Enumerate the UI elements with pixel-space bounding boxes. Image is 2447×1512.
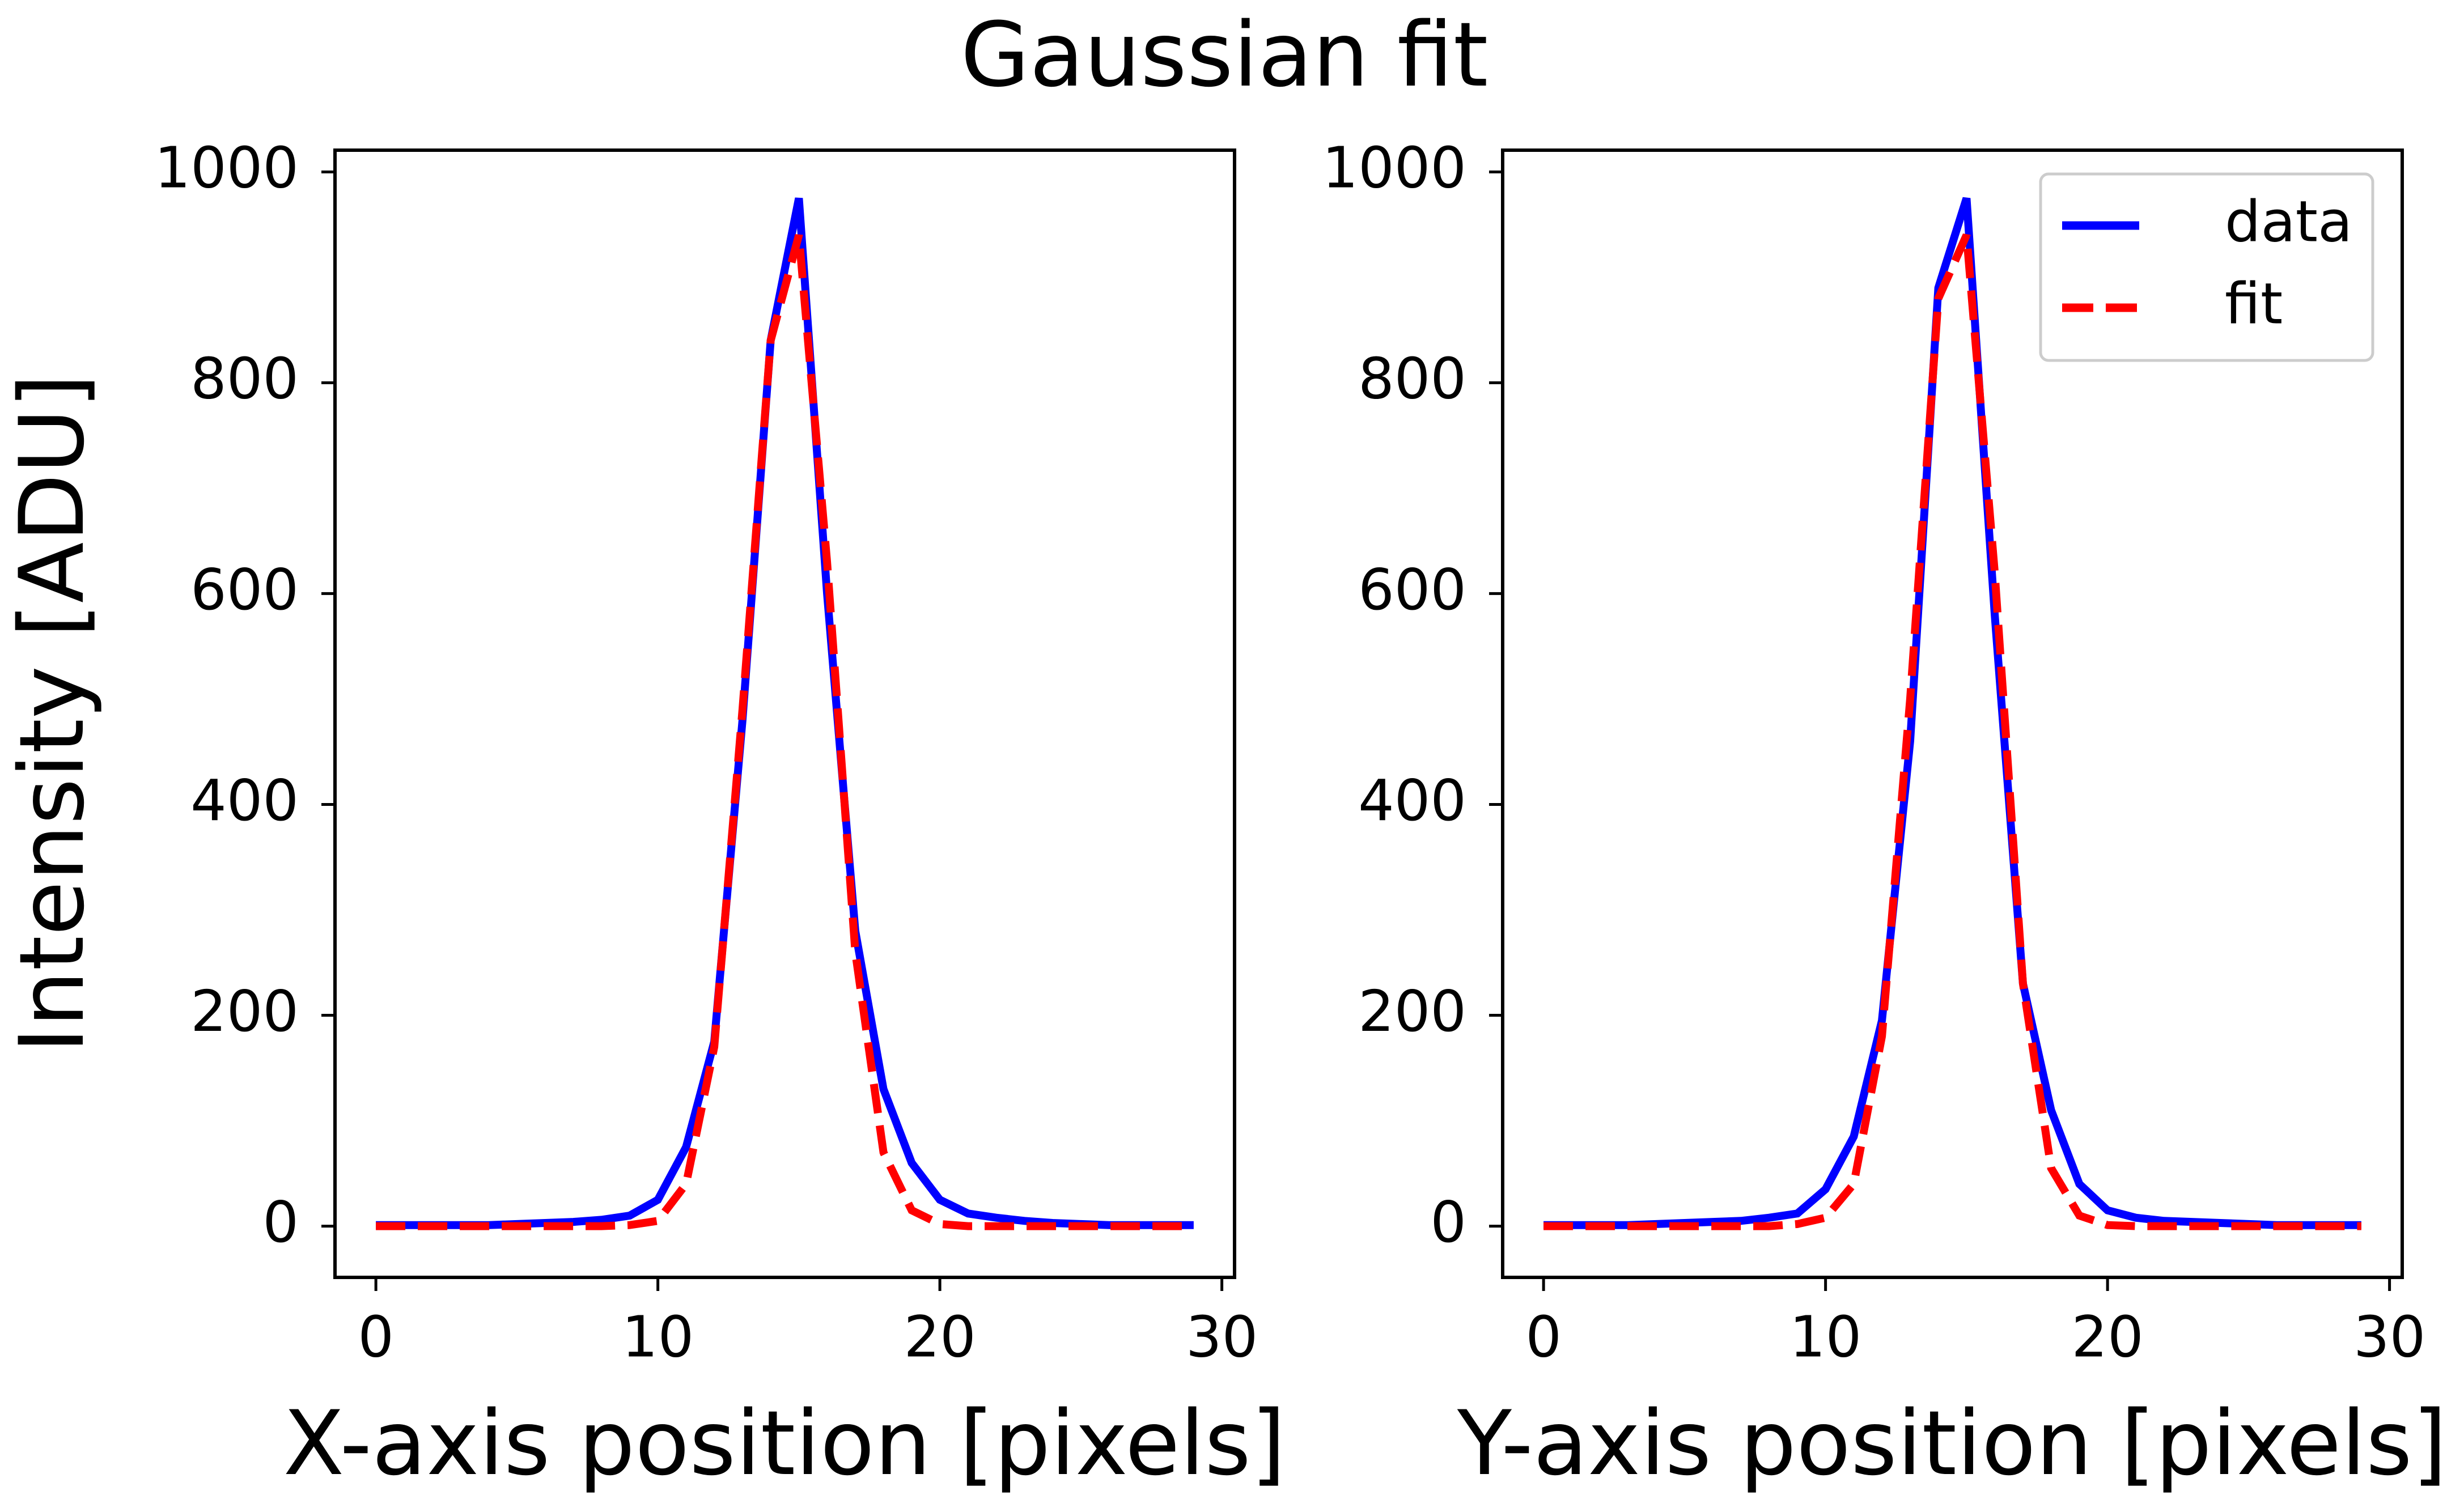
left-y-tick-label: 200 <box>190 978 299 1044</box>
right-x-tick-label: 10 <box>1789 1303 1861 1370</box>
left-x-tick-label: 30 <box>1186 1303 1258 1370</box>
right-y-tick-label: 0 <box>1430 1189 1466 1255</box>
left-y-tick-label: 600 <box>190 557 299 623</box>
right-x-tick-label: 30 <box>2353 1303 2425 1370</box>
right-x-tick-label: 0 <box>1525 1303 1562 1370</box>
legend-fit-label: fit <box>2225 270 2283 337</box>
left-plot-frame <box>333 148 1236 1279</box>
right-y-tick-label: 400 <box>1358 767 1466 834</box>
left-y-tick-label: 400 <box>190 767 299 834</box>
right-series-fit-line <box>1543 233 2361 1230</box>
right-y-tick-label: 1000 <box>1322 135 1467 201</box>
right-y-tick-label: 200 <box>1358 978 1466 1044</box>
left-x-tick-label: 20 <box>904 1303 976 1370</box>
left-plot-elements: 0 10 20 30 0 200 400 600 800 1000 <box>155 135 1258 1370</box>
right-x-axis-label: Y-axis position [pixels] <box>1457 1392 2447 1496</box>
right-panel: 0 10 20 30 0 200 400 600 800 1000 Y-axis position… <box>1322 135 2447 1496</box>
right-plot-frame <box>1501 148 2404 1279</box>
left-y-tick-label: 800 <box>190 346 299 412</box>
left-series-fit-line <box>376 234 1194 1230</box>
left-y-tick-label: 1000 <box>155 135 299 201</box>
left-x-axis-label: X-axis position [pixels] <box>283 1392 1286 1496</box>
legend-box <box>2039 172 2374 362</box>
right-plot-elements: 0 10 20 30 0 200 400 600 800 1000 <box>1322 135 2426 1370</box>
left-y-tick-label: 0 <box>262 1189 299 1255</box>
figure-title: Gaussian fit <box>961 3 1488 107</box>
legend-data-label: data <box>2225 188 2352 254</box>
left-x-tick-label: 10 <box>622 1303 694 1370</box>
right-y-tick-label: 600 <box>1358 557 1466 623</box>
right-x-tick-label: 20 <box>2071 1303 2143 1370</box>
right-y-tick-label: 800 <box>1358 346 1466 412</box>
left-x-tick-label: 0 <box>358 1303 394 1370</box>
legend: data fit <box>2039 172 2374 362</box>
left-y-axis-label: Intensity [ADU] <box>1 374 104 1054</box>
left-panel: 0 10 20 30 0 200 400 600 800 1000 X-axis position… <box>1 135 1286 1496</box>
